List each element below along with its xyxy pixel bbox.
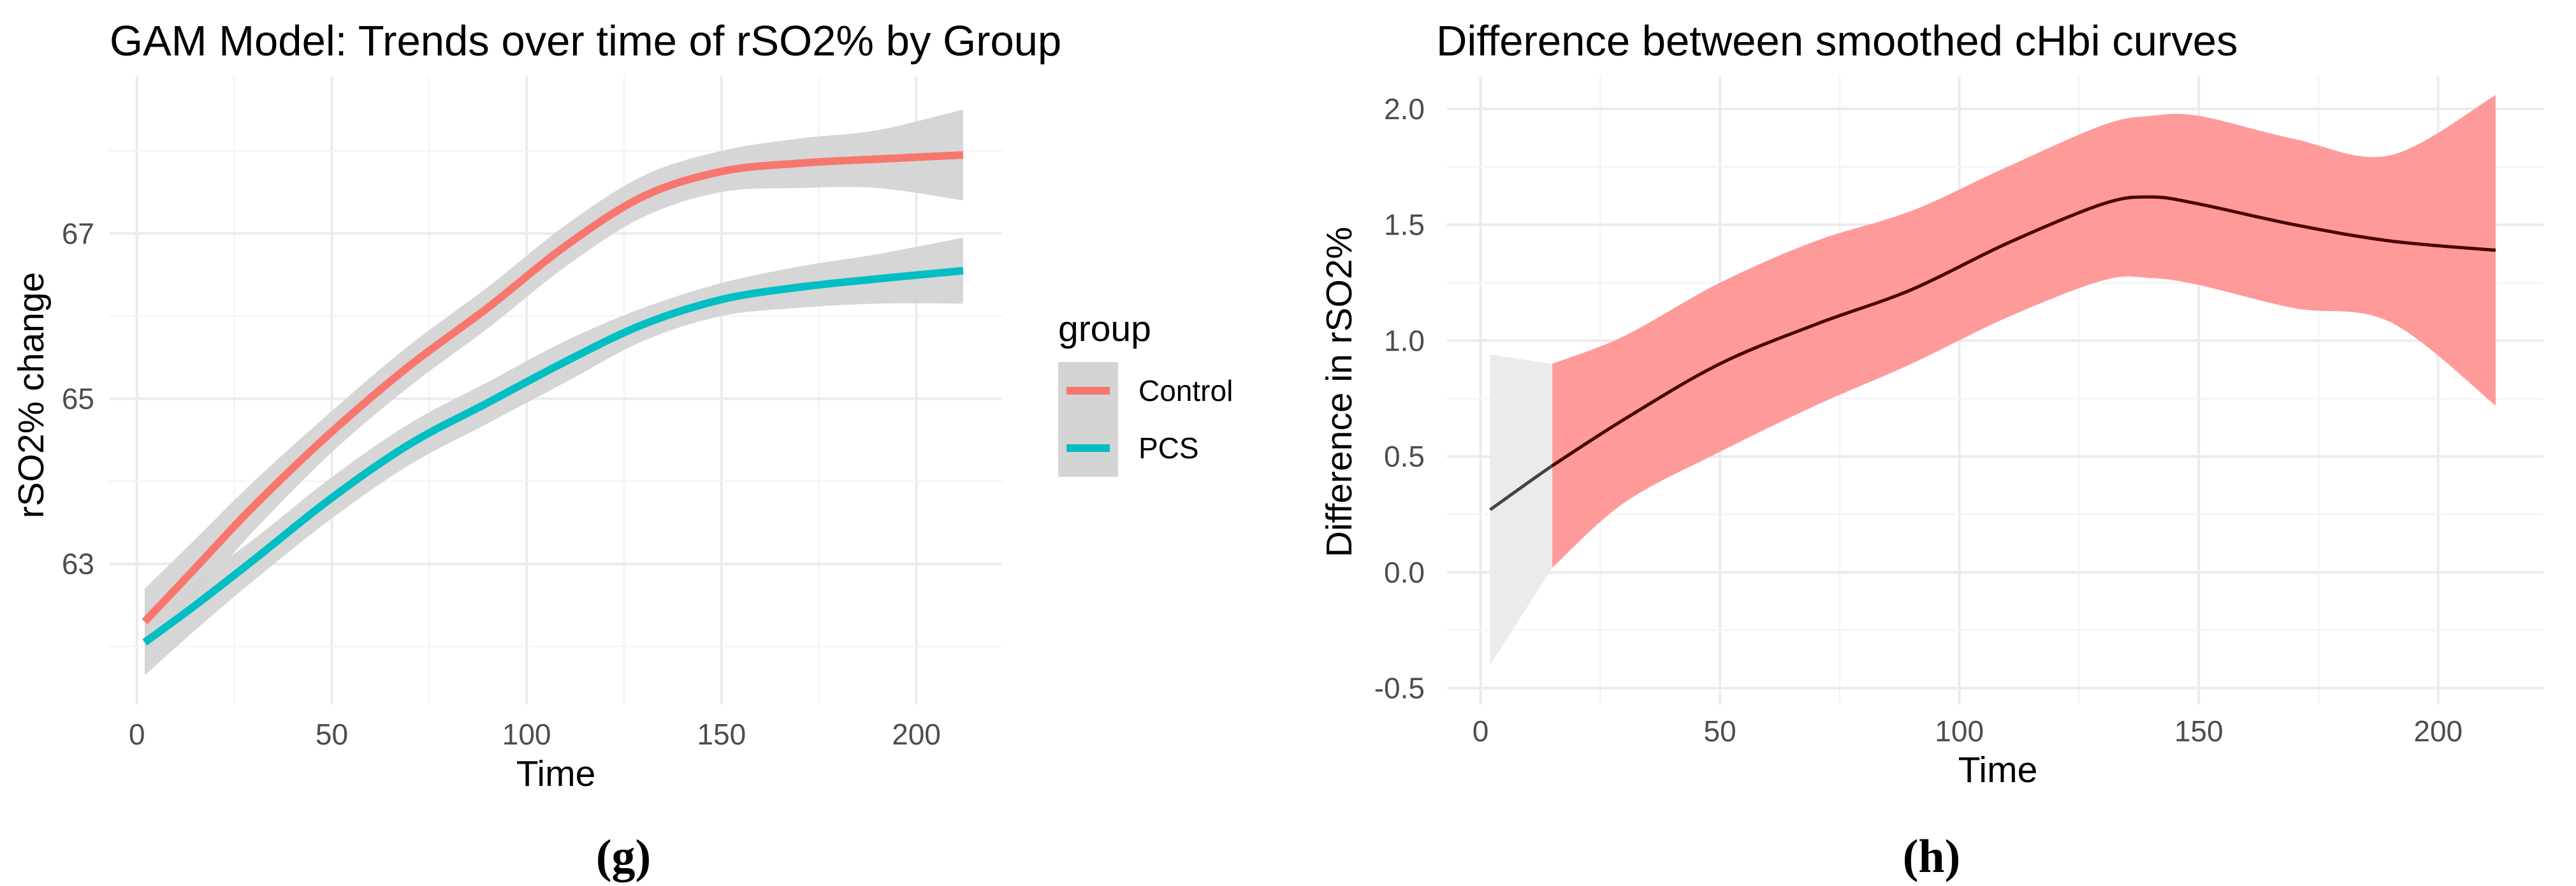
legend-label-control: Control	[1139, 374, 1233, 407]
gam-legend: group Control PCS	[1058, 309, 1233, 477]
difference-y-tick-labels: -0.5 0.0 0.5 1.0 1.5 2.0	[1374, 92, 1425, 705]
significant-band	[1552, 95, 2496, 568]
difference-y-axis-title: Difference in rSO2%	[1319, 227, 1360, 558]
legend-label-pcs: PCS	[1139, 432, 1199, 465]
nonsignificant-band	[1490, 354, 1553, 665]
difference-y-tick-label: 0.0	[1384, 556, 1425, 589]
difference-y-tick-label: 2.0	[1384, 92, 1425, 126]
gam-y-tick-label: 63	[62, 548, 94, 581]
difference-x-tick-label: 100	[1935, 715, 1984, 748]
gam-confidence-bands	[145, 109, 963, 676]
difference-x-tick-label: 50	[1704, 715, 1736, 748]
difference-chart: 0 50 100 150 200 -0.5 0.0 0.5 1.0 1.5 2.0 Differe…	[1319, 17, 2543, 883]
gam-series-lines	[142, 151, 964, 646]
gam-y-tick-label: 67	[62, 217, 94, 250]
gam-chart-title: GAM Model: Trends over time of rSO2% by …	[110, 17, 1061, 65]
gam-y-tick-label: 65	[62, 382, 94, 415]
gam-x-tick-label: 200	[892, 718, 941, 751]
legend-title: group	[1058, 309, 1151, 349]
difference-line-significant	[1551, 195, 2496, 467]
difference-x-tick-label: 0	[1473, 715, 1489, 748]
line-pcs	[142, 266, 964, 646]
gam-x-axis-title: Time	[516, 753, 596, 794]
gam-trends-chart: 0 50 100 150 200 63 65 67 GAM Model: Trends ov…	[11, 17, 1233, 883]
difference-y-tick-label: 1.0	[1384, 324, 1425, 357]
gam-y-axis-title: rSO2% change	[11, 272, 52, 519]
difference-x-axis-title: Time	[1958, 750, 2038, 790]
difference-confidence-band	[1490, 95, 2496, 665]
difference-y-tick-label: 1.5	[1384, 208, 1425, 242]
gam-x-tick-label: 100	[502, 718, 551, 751]
difference-chart-title: Difference between smoothed cHbi curves	[1436, 17, 2238, 65]
difference-y-tick-label: 0.5	[1384, 440, 1425, 473]
panel-label-g: (g)	[596, 831, 651, 883]
band-control	[145, 109, 963, 655]
band-pcs	[145, 237, 963, 676]
gam-y-tick-labels: 63 65 67	[62, 217, 94, 580]
difference-y-tick-label: -0.5	[1374, 672, 1425, 705]
panel-label-h: (h)	[1903, 831, 1960, 883]
difference-x-tick-label: 200	[2413, 715, 2463, 748]
gam-x-tick-label: 50	[316, 718, 348, 751]
gam-x-tick-label: 150	[697, 718, 746, 751]
gam-x-tick-labels: 0 50 100 150 200	[129, 718, 941, 751]
difference-curve	[1489, 195, 2496, 511]
line-control	[142, 151, 964, 625]
difference-x-tick-labels: 0 50 100 150 200	[1473, 715, 2463, 748]
gam-x-tick-label: 0	[129, 718, 145, 751]
difference-x-tick-label: 150	[2174, 715, 2223, 748]
